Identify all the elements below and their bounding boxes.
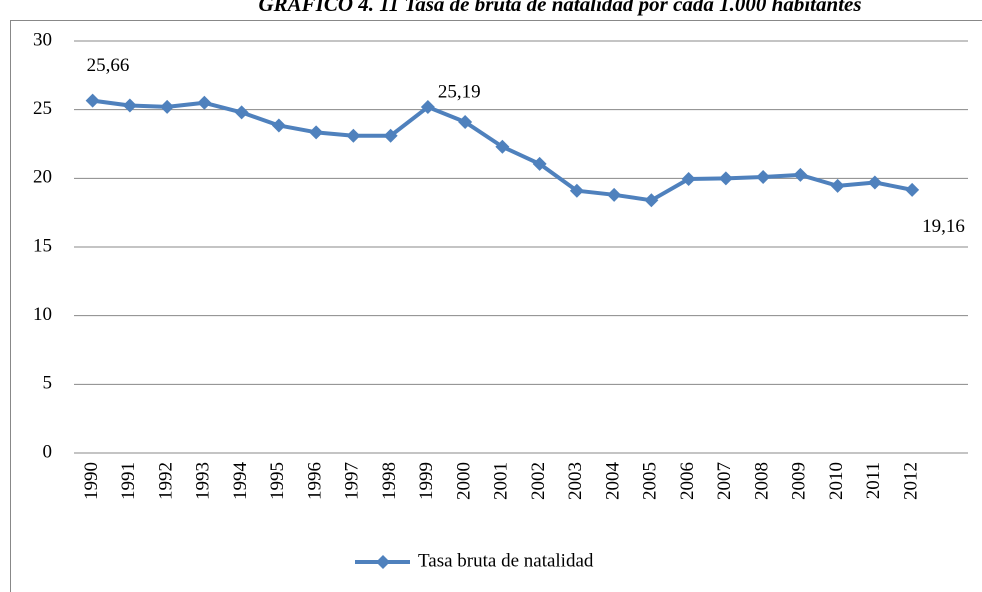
x-tick-label: 2002 [528, 462, 549, 500]
data-point [718, 171, 733, 186]
x-tick-label: 2011 [863, 462, 884, 499]
x-tick-label: 2010 [826, 462, 847, 500]
x-tick-label: 2003 [565, 462, 586, 500]
x-tick-label: 1993 [193, 462, 214, 500]
data-point [309, 125, 324, 140]
x-tick-label: 1994 [230, 462, 251, 501]
x-tick-label: 1997 [342, 462, 363, 500]
data-point [495, 139, 510, 154]
data-point [346, 128, 361, 143]
data-point [793, 167, 808, 182]
x-tick-label: 2004 [602, 462, 623, 501]
legend-label: Tasa bruta de natalidad [418, 550, 594, 571]
data-point [197, 95, 212, 110]
data-point [271, 118, 286, 133]
data-point [830, 178, 845, 193]
x-tick-label: 1990 [81, 462, 102, 500]
x-tick-label: 2006 [677, 462, 698, 500]
data-point [867, 175, 882, 190]
y-tick-label: 15 [33, 235, 52, 256]
x-tick-label: 2001 [491, 462, 512, 500]
data-point [160, 99, 175, 114]
data-point [234, 105, 249, 120]
chart-border [10, 20, 982, 592]
y-tick-label: 25 [33, 98, 52, 119]
data-point [644, 193, 659, 208]
x-tick-label: 2007 [714, 462, 735, 500]
x-tick-label: 1999 [416, 462, 437, 500]
data-point [756, 169, 771, 184]
x-tick-label: 2012 [900, 462, 921, 500]
chart-title: GRAFICO 4. 11 Tasa de bruta de natalidad… [258, 0, 861, 16]
data-point [905, 182, 920, 197]
data-label: 19,16 [922, 216, 965, 237]
y-tick-label: 5 [43, 373, 53, 394]
x-tick-label: 2009 [789, 462, 810, 500]
x-tick-label: 1996 [304, 462, 325, 500]
data-point [607, 187, 622, 202]
data-point [532, 156, 547, 171]
y-tick-label: 10 [33, 304, 52, 325]
data-label: 25,66 [87, 55, 130, 76]
data-point [122, 98, 137, 113]
x-tick-label: 2005 [640, 462, 661, 500]
x-tick-label: 2000 [453, 462, 474, 500]
legend-marker [376, 555, 390, 569]
x-tick-label: 1995 [267, 462, 288, 500]
data-point [569, 183, 584, 198]
y-tick-label: 0 [43, 441, 53, 462]
data-point [458, 115, 473, 130]
data-point [420, 100, 435, 115]
data-point [85, 93, 100, 108]
y-tick-label: 20 [33, 167, 52, 188]
y-tick-label: 30 [33, 29, 52, 50]
data-label: 25,19 [438, 81, 481, 102]
x-tick-label: 1992 [155, 462, 176, 500]
data-point [681, 172, 696, 187]
data-point [383, 128, 398, 143]
x-tick-label: 2008 [751, 462, 772, 500]
x-tick-label: 1998 [379, 462, 400, 500]
x-tick-label: 1991 [118, 462, 139, 500]
